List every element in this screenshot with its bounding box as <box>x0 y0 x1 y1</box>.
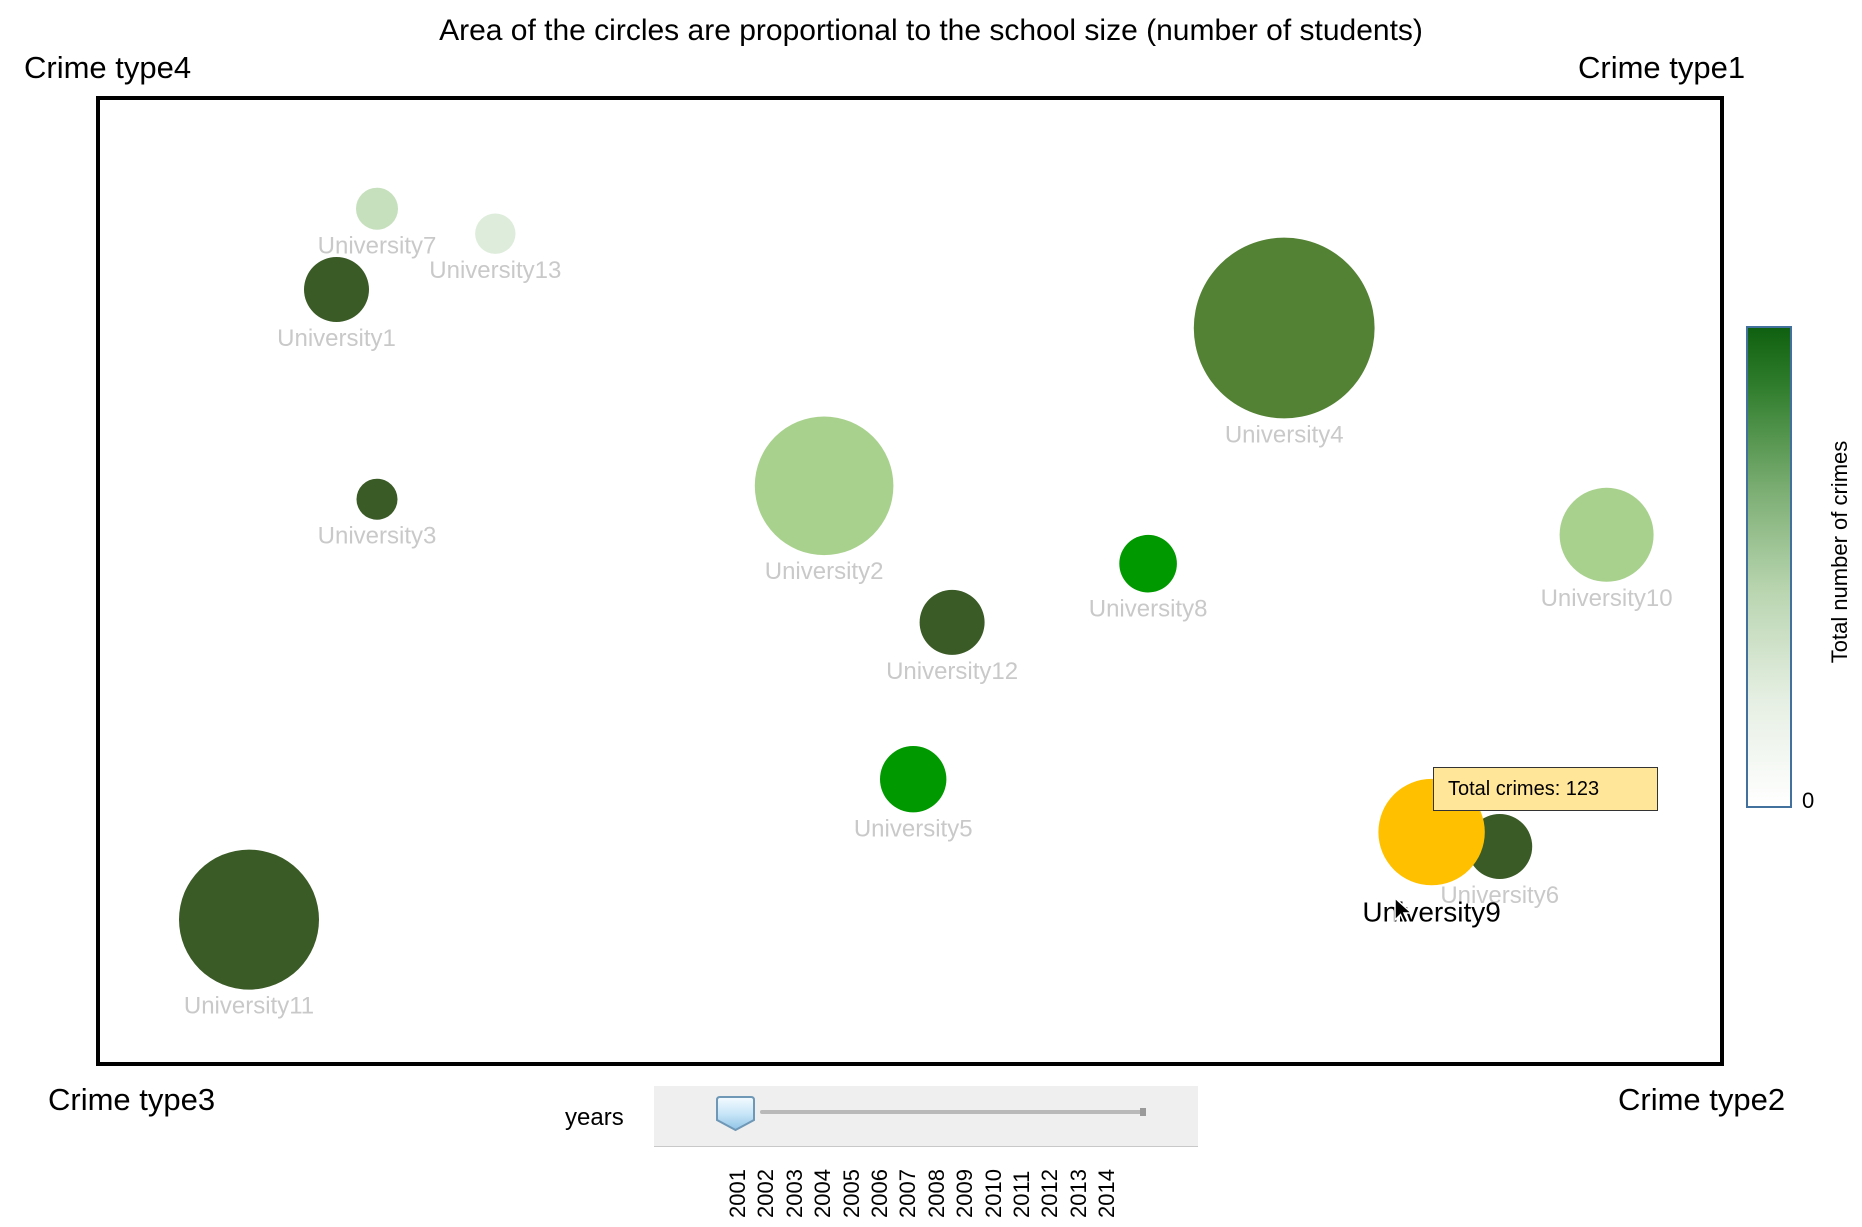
corner-label-top-left: Crime type4 <box>24 50 192 85</box>
year-tick-2011[interactable]: 2011 <box>1009 1170 1034 1218</box>
year-slider-track[interactable] <box>760 1110 1146 1114</box>
bubble-university11[interactable] <box>179 849 319 990</box>
bubble-label-university1: University1 <box>277 325 396 352</box>
bubble-label-university5: University5 <box>854 815 973 842</box>
mouse-cursor-icon <box>1394 896 1414 924</box>
chart-title: Area of the circles are proportional to … <box>439 14 1423 47</box>
bubble-label-university10: University10 <box>1541 585 1673 612</box>
year-tick-2005[interactable]: 2005 <box>838 1169 864 1218</box>
year-tick-2003[interactable]: 2003 <box>781 1169 807 1218</box>
bubble-university1[interactable] <box>304 257 369 322</box>
plot-area <box>96 96 1724 1066</box>
bubble-university2[interactable] <box>754 416 894 556</box>
year-tick-2006[interactable]: 2006 <box>867 1169 892 1218</box>
bubble-university5[interactable] <box>880 746 947 813</box>
year-tick-2002[interactable]: 2002 <box>753 1169 779 1218</box>
year-tick-2014[interactable]: 2014 <box>1094 1169 1120 1218</box>
bubble-label-university8: University8 <box>1089 595 1208 622</box>
color-scale-title: Total number of crimes <box>1827 440 1852 664</box>
bubble-university12[interactable] <box>919 589 985 655</box>
corner-label-bottom-right: Crime type2 <box>1618 1082 1786 1117</box>
year-slider-label: years <box>565 1104 624 1131</box>
color-scale-min-label: 0 <box>1802 788 1815 813</box>
year-tick-2001[interactable]: 2001 <box>725 1169 750 1218</box>
bubble-university3[interactable] <box>356 478 398 520</box>
corner-label-bottom-left: Crime type3 <box>48 1082 216 1117</box>
year-slider-thumb[interactable] <box>711 1094 767 1134</box>
bubble-label-university3: University3 <box>318 523 437 550</box>
bubble-university8[interactable] <box>1119 534 1177 593</box>
bubble-university13[interactable] <box>475 213 516 254</box>
bubble-label-university11: University11 <box>184 993 314 1020</box>
year-tick-2008[interactable]: 2008 <box>923 1169 949 1218</box>
bubble-label-university9: University9 <box>1362 896 1500 927</box>
bubble-label-university12: University12 <box>886 658 1018 685</box>
bubble-label-university2: University2 <box>765 558 884 585</box>
bubble-label-university13: University13 <box>429 257 561 284</box>
bubble-university4[interactable] <box>1193 237 1375 419</box>
year-slider-end-stop <box>1140 1108 1146 1116</box>
corner-label-top-right: Crime type1 <box>1578 50 1746 85</box>
color-scale-bar <box>1746 326 1792 808</box>
bubble-label-university4: University4 <box>1225 421 1344 448</box>
year-tick-2013[interactable]: 2013 <box>1065 1169 1091 1218</box>
year-tick-2009[interactable]: 2009 <box>952 1169 978 1218</box>
year-tick-2012[interactable]: 2012 <box>1037 1169 1063 1218</box>
bubble-university7[interactable] <box>356 187 398 230</box>
year-tick-2004[interactable]: 2004 <box>810 1169 836 1218</box>
crime-tooltip: Total crimes: 123 <box>1433 767 1658 811</box>
bubble-label-university7: University7 <box>318 233 437 260</box>
bubble-university10[interactable] <box>1559 487 1654 582</box>
year-tick-2007[interactable]: 2007 <box>895 1169 921 1218</box>
year-tick-2010[interactable]: 2010 <box>980 1169 1006 1218</box>
bubble-label-university6: University6 <box>1440 882 1559 909</box>
